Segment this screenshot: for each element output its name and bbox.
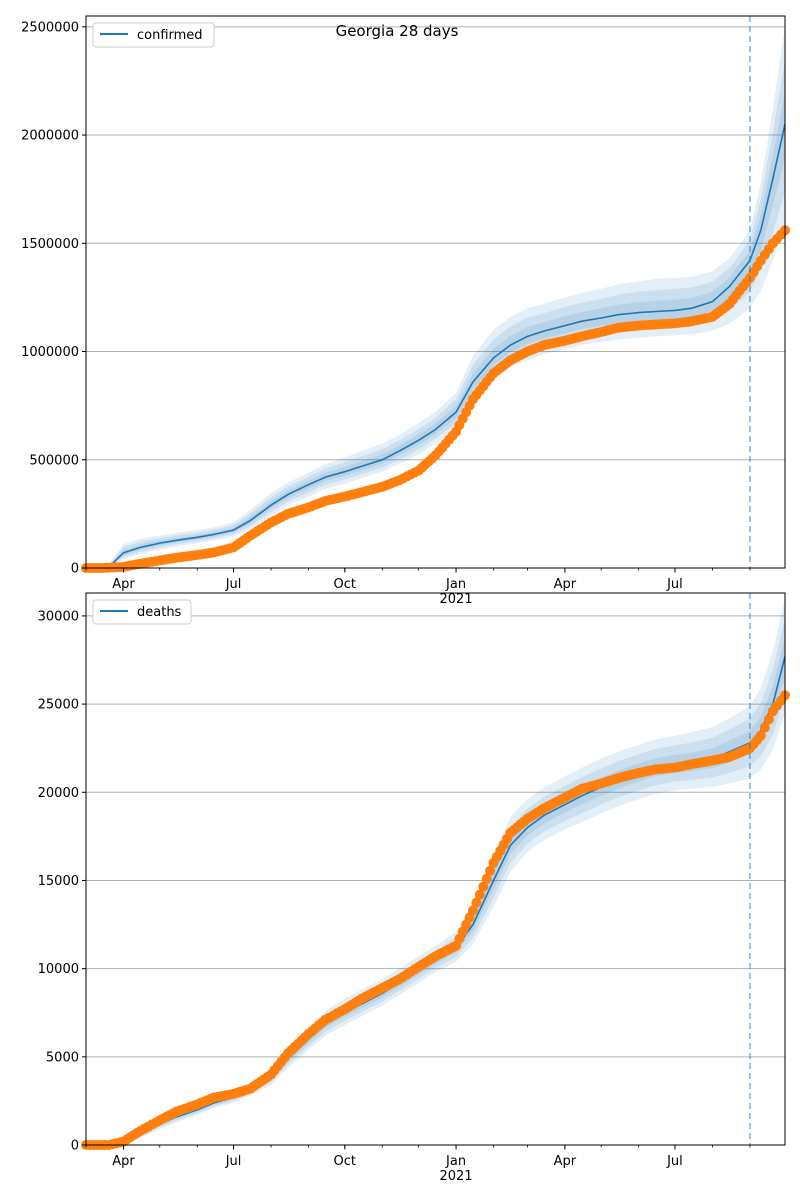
- deaths-observed-points: [81, 690, 790, 1150]
- deaths-x-axis: Apr Jul Oct Jan Apr Jul 2021: [85, 1145, 751, 1184]
- x-year-label: 2021: [440, 592, 473, 607]
- legend-box: [92, 22, 215, 48]
- confirmed-legend: confirmed: [92, 22, 215, 48]
- y-tick-label: 2500000: [21, 20, 79, 35]
- observed-point: [468, 905, 478, 916]
- y-tick-label: 2000000: [21, 129, 79, 144]
- x-tick-label: Jul: [666, 577, 683, 592]
- chart-title: Georgia 28 days: [336, 22, 459, 40]
- y-tick-label: 1000000: [21, 345, 79, 360]
- x-tick-label: Jul: [225, 1154, 242, 1169]
- observed-point: [755, 730, 766, 741]
- x-tick-label: Jul: [666, 1154, 683, 1169]
- deaths-y-axis: 0 5000 10000 15000 20000 25000 30000: [38, 609, 86, 1154]
- y-tick-label: 0: [71, 1139, 79, 1154]
- observed-point: [474, 889, 485, 900]
- y-tick-label: 20000: [38, 786, 79, 801]
- x-tick-label: Apr: [554, 1154, 577, 1169]
- y-tick-label: 1500000: [21, 237, 79, 252]
- deaths-plot-frame: [85, 592, 786, 1146]
- deaths-legend: deaths: [92, 599, 192, 625]
- x-tick-label: Jan: [445, 577, 466, 592]
- model-line: [86, 124, 786, 569]
- legend-box: [92, 599, 192, 625]
- x-tick-label: Apr: [112, 1154, 135, 1169]
- confirmed-uncertainty-bands: [86, 26, 785, 569]
- uncertainty-band: [86, 26, 785, 569]
- observed-point: [759, 722, 770, 733]
- x-tick-label: Oct: [334, 1154, 356, 1169]
- confirmed-y-axis: 0 500000 1000000 1500000 2000000 2500000: [21, 20, 86, 577]
- x-year-label: 2021: [440, 1169, 473, 1184]
- observed-point: [485, 865, 496, 876]
- confirmed-panel: 0 500000 1000000 1500000 2000000 2500000 Apr J…: [21, 15, 790, 607]
- observed-point: [471, 897, 482, 908]
- legend-label-deaths: deaths: [137, 605, 182, 620]
- y-tick-label: 10000: [38, 962, 79, 977]
- legend-label-confirmed: confirmed: [137, 28, 203, 43]
- x-tick-label: Apr: [554, 577, 577, 592]
- x-tick-label: Apr: [112, 577, 135, 592]
- x-tick-label: Jan: [445, 1154, 466, 1169]
- y-tick-label: 15000: [38, 874, 79, 889]
- confirmed-plot-frame: [85, 15, 786, 569]
- confirmed-model-line: [86, 124, 786, 569]
- y-tick-label: 25000: [38, 698, 79, 713]
- deaths-panel: 0 5000 10000 15000 20000 25000 30000 Apr Jul Oct…: [38, 592, 790, 1184]
- y-tick-label: 30000: [38, 609, 79, 624]
- observed-point: [478, 881, 489, 892]
- y-tick-label: 0: [71, 562, 79, 577]
- observed-point: [763, 714, 774, 725]
- observed-point: [481, 873, 492, 884]
- confirmed-x-axis: Apr Jul Oct Jan Apr Jul 2021: [85, 568, 751, 607]
- y-tick-label: 500000: [29, 453, 79, 468]
- x-tick-label: Jul: [225, 577, 242, 592]
- y-tick-label: 5000: [46, 1050, 79, 1065]
- uncertainty-band: [86, 59, 785, 569]
- x-tick-label: Oct: [334, 577, 356, 592]
